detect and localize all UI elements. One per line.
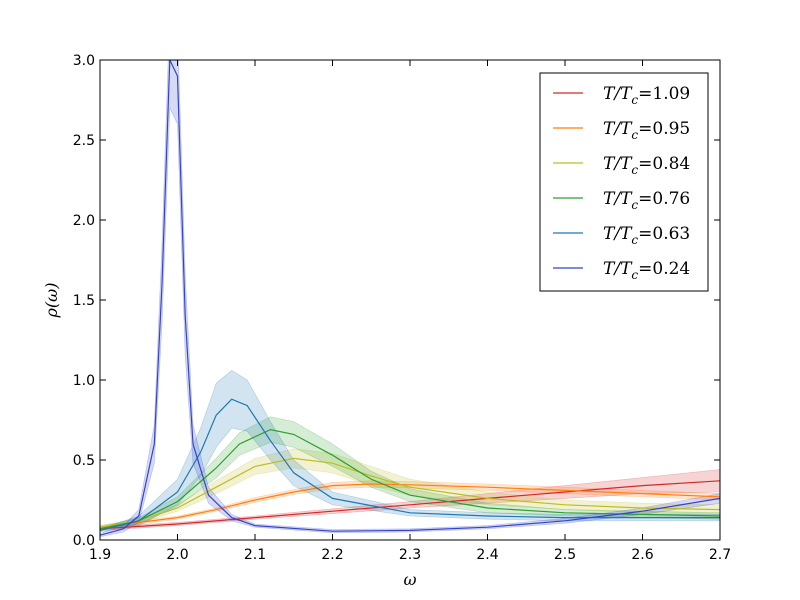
- x-tick-label: 2.1: [244, 547, 266, 563]
- x-tick-label: 2.3: [399, 547, 421, 563]
- legend-label-sub: c: [631, 233, 638, 247]
- series-line-2: [100, 457, 720, 528]
- y-tick-label: 1.5: [73, 293, 95, 309]
- y-axis-ticks: 0.0 0.5 1.0 1.5 2.0 2.5 3.0: [73, 53, 720, 549]
- legend-label-sub: c: [631, 93, 638, 107]
- legend-label-3: T/Tc=0.76: [603, 189, 690, 212]
- legend-label-value: =0.63: [638, 224, 690, 244]
- y-tick-label: 1.0: [73, 373, 95, 389]
- x-tick-label: 2.4: [476, 547, 498, 563]
- legend-label-sub: c: [631, 268, 638, 282]
- series-line-0: [100, 480, 720, 530]
- legend-label-sub: c: [631, 163, 638, 177]
- series-line-5: [100, 60, 720, 536]
- x-tick-label: 2.7: [709, 547, 731, 563]
- x-tick-label: 2.0: [166, 547, 188, 563]
- legend-label-5: T/Tc=0.24: [603, 259, 690, 282]
- legend-label-value: =1.09: [638, 84, 690, 104]
- x-tick-label: 2.5: [554, 547, 576, 563]
- legend-label-sub: c: [631, 198, 638, 212]
- x-axis-ticks: 1.9 2.0 2.1 2.2 2.3 2.4 2.5 2.6 2.7: [89, 60, 731, 563]
- legend-label-main: T/T: [603, 119, 633, 139]
- series-line-1: [100, 483, 720, 528]
- y-tick-label: 3.0: [73, 53, 95, 69]
- legend-label-value: =0.95: [638, 119, 690, 139]
- error-bands: [100, 60, 720, 538]
- y-tick-label: 0.0: [73, 533, 95, 549]
- legend-label-0: T/Tc=1.09: [603, 84, 690, 107]
- error-band-4: [100, 370, 720, 533]
- legend-label-1: T/Tc=0.95: [603, 119, 690, 142]
- legend-label-value: =0.24: [638, 259, 690, 279]
- legend-label-2: T/Tc=0.84: [603, 154, 690, 177]
- error-band-2: [100, 448, 720, 530]
- error-band-5: [100, 60, 720, 538]
- legend-label-value: =0.84: [638, 154, 690, 174]
- y-axis-label: ρ(ω): [42, 283, 61, 319]
- legend-label-main: T/T: [603, 84, 633, 104]
- x-tick-label: 1.9: [89, 547, 111, 563]
- series-line-3: [100, 428, 720, 530]
- error-band-1: [100, 480, 720, 530]
- x-axis-label: ω: [403, 570, 416, 589]
- legend-box: [539, 72, 709, 292]
- error-band-3: [100, 416, 720, 531]
- y-tick-label: 2.5: [73, 133, 95, 149]
- y-tick-label: 2.0: [73, 213, 95, 229]
- x-tick-label: 2.2: [321, 547, 343, 563]
- legend-label-main: T/T: [603, 154, 633, 174]
- legend-label-4: T/Tc=0.63: [603, 224, 690, 247]
- y-tick-label: 0.5: [73, 453, 95, 469]
- legend-label-value: =0.76: [638, 189, 690, 209]
- error-band-0: [100, 469, 720, 531]
- legend-label-main: T/T: [603, 224, 633, 244]
- series-lines: [100, 60, 720, 536]
- legend: T/Tc=1.09T/Tc=0.95T/Tc=0.84T/Tc=0.76T/Tc…: [539, 72, 709, 292]
- legend-label-main: T/T: [603, 189, 633, 209]
- series-line-4: [100, 398, 720, 531]
- legend-label-main: T/T: [603, 259, 633, 279]
- x-tick-label: 2.6: [631, 547, 653, 563]
- legend-label-sub: c: [631, 128, 638, 142]
